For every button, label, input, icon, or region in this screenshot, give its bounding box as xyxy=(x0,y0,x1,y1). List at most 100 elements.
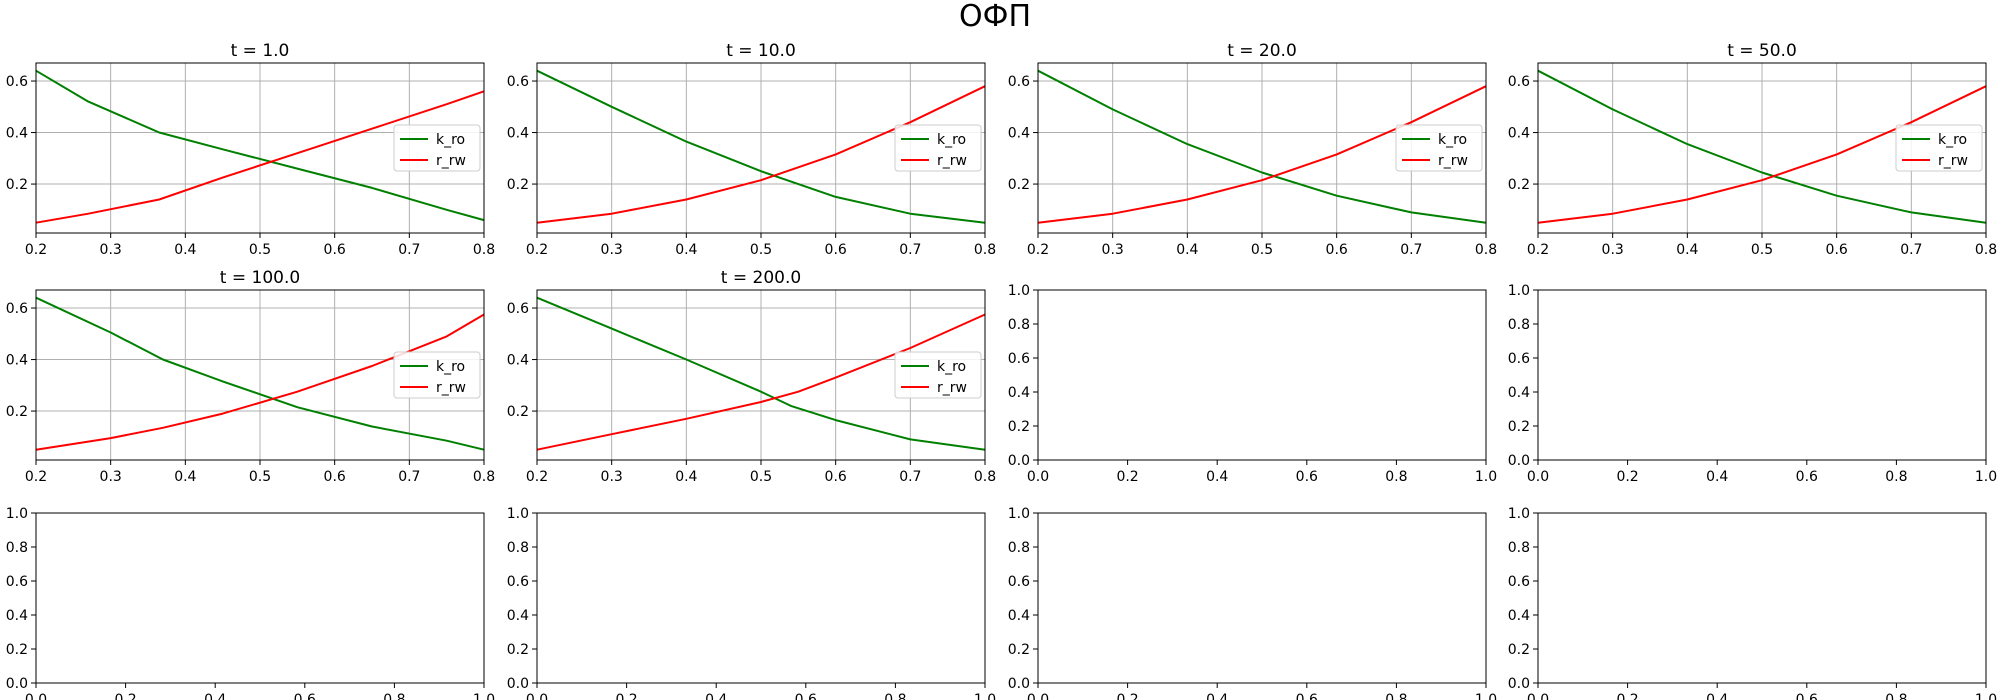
y-tick-label: 0.2 xyxy=(1008,419,1030,435)
x-tick-label: 0.8 xyxy=(1885,692,1907,700)
x-tick-label: 0.4 xyxy=(675,242,697,258)
x-tick-label: 0.6 xyxy=(1796,469,1818,485)
y-tick-label: 0.2 xyxy=(6,642,28,658)
x-tick-label: 0.6 xyxy=(324,242,346,258)
x-tick-label: 1.0 xyxy=(974,692,996,700)
y-tick-label: 0.2 xyxy=(6,404,28,420)
y-tick-label: 0.6 xyxy=(1008,574,1030,590)
y-tick-label: 0.6 xyxy=(6,74,28,90)
y-tick-label: 0.4 xyxy=(1508,126,1530,142)
legend-label-k-ro: k_ro xyxy=(436,132,465,148)
x-tick-label: 0.4 xyxy=(1676,242,1698,258)
x-tick-label: 0.4 xyxy=(1706,469,1728,485)
y-tick-label: 0.8 xyxy=(1008,317,1030,333)
series-line-k-ro xyxy=(1037,69,1487,224)
legend-label-k-ro: k_ro xyxy=(1438,132,1467,148)
legend-label-r-rw: r_rw xyxy=(937,380,967,396)
subplot-7: 0.0 0.2 0.4 0.6 0.8 1.0 0.0 0.2 0.4 0.6 0.8 1.0 xyxy=(1008,283,1497,485)
x-tick-label: 0.6 xyxy=(1326,242,1348,258)
y-tick-label: 0.2 xyxy=(1508,177,1530,193)
y-tick-label: 0.4 xyxy=(507,608,529,624)
y-tick-label: 0.2 xyxy=(1508,642,1530,658)
legend-label-k-ro: k_ro xyxy=(937,132,966,148)
subplot-6: 0.2 0.3 0.4 0.5 0.6 0.7 0.8 0.2 0.4 0.6 t = 200.0 k… xyxy=(507,268,996,485)
y-tick-label: 0.4 xyxy=(6,353,28,369)
legend-label-r-rw: r_rw xyxy=(436,380,466,396)
subplot-title: t = 100.0 xyxy=(220,268,300,288)
x-tick-label: 0.3 xyxy=(1102,242,1124,258)
y-tick-label: 0.6 xyxy=(6,574,28,590)
x-tick-label: 0.8 xyxy=(1975,242,1997,258)
y-tick-label: 1.0 xyxy=(6,506,28,522)
x-tick-label: 0.5 xyxy=(1251,242,1273,258)
x-tick-label: 0.8 xyxy=(974,469,996,485)
figure-title: ОФП xyxy=(959,0,1031,34)
series-line-k-ro xyxy=(536,69,986,224)
x-tick-label: 0.2 xyxy=(615,692,637,700)
x-tick-label: 0.7 xyxy=(899,242,921,258)
y-tick-label: 0.6 xyxy=(507,301,529,317)
legend-label-r-rw: r_rw xyxy=(1438,153,1468,169)
x-tick-label: 0.2 xyxy=(1027,242,1049,258)
x-tick-label: 0.4 xyxy=(1206,469,1228,485)
x-tick-label: 0.2 xyxy=(114,692,136,700)
x-tick-label: 1.0 xyxy=(1975,469,1997,485)
legend-label-k-ro: k_ro xyxy=(436,359,465,375)
y-tick-label: 0.6 xyxy=(507,574,529,590)
legend: k_ro r_rw xyxy=(894,124,982,172)
y-tick-label: 0.2 xyxy=(1008,177,1030,193)
x-tick-label: 0.8 xyxy=(1385,469,1407,485)
x-tick-label: 1.0 xyxy=(473,692,495,700)
x-tick-label: 0.6 xyxy=(324,469,346,485)
series-line-r-rw xyxy=(536,85,986,224)
y-tick-label: 0.6 xyxy=(1008,351,1030,367)
x-tick-label: 0.7 xyxy=(398,469,420,485)
x-tick-label: 0.3 xyxy=(1602,242,1624,258)
legend: k_ro r_rw xyxy=(393,351,481,399)
y-tick-label: 1.0 xyxy=(1508,283,1530,299)
y-tick-label: 0.4 xyxy=(1508,608,1530,624)
y-tick-label: 0.4 xyxy=(1008,385,1030,401)
x-tick-label: 0.4 xyxy=(174,469,196,485)
subplot-4: 0.2 0.3 0.4 0.5 0.6 0.7 0.8 0.2 0.4 0.6 t = 50.0 k_… xyxy=(1508,41,1997,258)
x-tick-label: 0.4 xyxy=(675,469,697,485)
x-tick-label: 0.6 xyxy=(825,242,847,258)
x-tick-label: 0.8 xyxy=(473,469,495,485)
y-tick-label: 0.4 xyxy=(6,126,28,142)
y-tick-label: 0.0 xyxy=(507,676,529,692)
subplot-5: 0.2 0.3 0.4 0.5 0.6 0.7 0.8 0.2 0.4 0.6 t = 100.0 k… xyxy=(6,268,495,485)
y-tick-label: 0.8 xyxy=(507,540,529,556)
x-tick-label: 0.5 xyxy=(1751,242,1773,258)
x-tick-label: 0.3 xyxy=(601,469,623,485)
y-tick-label: 0.2 xyxy=(507,177,529,193)
y-tick-label: 0.0 xyxy=(1008,453,1030,469)
legend: k_ro r_rw xyxy=(1895,124,1983,172)
series-line-k-ro xyxy=(1537,69,1987,224)
y-tick-label: 1.0 xyxy=(1508,506,1530,522)
x-tick-label: 0.8 xyxy=(1475,242,1497,258)
x-tick-label: 0.3 xyxy=(100,242,122,258)
y-tick-label: 0.8 xyxy=(1508,540,1530,556)
subplot-title: t = 20.0 xyxy=(1227,41,1297,61)
y-tick-label: 0.6 xyxy=(507,74,529,90)
y-tick-label: 0.0 xyxy=(1008,676,1030,692)
subplot-title: t = 50.0 xyxy=(1727,41,1797,61)
y-tick-label: 0.0 xyxy=(1508,453,1530,469)
axes-frame xyxy=(1037,512,1487,684)
y-tick-label: 0.6 xyxy=(1508,574,1530,590)
y-tick-label: 0.4 xyxy=(1008,608,1030,624)
subplot-title: t = 200.0 xyxy=(721,268,801,288)
y-tick-label: 1.0 xyxy=(1008,283,1030,299)
y-tick-label: 0.0 xyxy=(6,676,28,692)
x-tick-label: 0.0 xyxy=(1527,692,1549,700)
x-tick-label: 0.2 xyxy=(1616,469,1638,485)
y-tick-label: 0.2 xyxy=(1508,419,1530,435)
subplot-2: 0.2 0.3 0.4 0.5 0.6 0.7 0.8 0.2 0.4 0.6 t = 10.0 k_… xyxy=(507,41,996,258)
x-tick-label: 0.3 xyxy=(100,469,122,485)
legend-label-r-rw: r_rw xyxy=(937,153,967,169)
x-tick-label: 0.6 xyxy=(1796,692,1818,700)
y-tick-label: 0.2 xyxy=(6,177,28,193)
series-line-k-ro xyxy=(35,69,485,222)
